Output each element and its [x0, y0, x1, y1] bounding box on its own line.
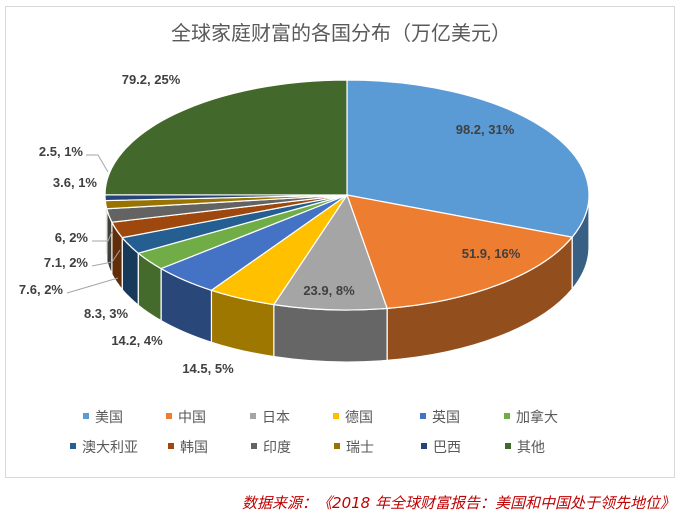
pie-slice-11[interactable]	[104, 79, 348, 196]
legend-item[interactable]: 印度	[251, 440, 291, 456]
legend-label: 日本	[262, 410, 290, 426]
data-label: 14.2, 4%	[111, 333, 163, 348]
legend-label: 中国	[178, 410, 206, 426]
legend-item[interactable]: 加拿大	[504, 409, 558, 426]
source-note: 数据来源：《2018 年全球财富报告：美国和中国处于领先地位》	[242, 494, 675, 512]
leader-line	[86, 154, 109, 173]
legend-label: 澳大利亚	[82, 440, 138, 456]
data-label: 7.1, 2%	[44, 255, 89, 270]
legend-item[interactable]: 中国	[166, 410, 206, 426]
data-label: 14.5, 5%	[182, 361, 234, 376]
legend-swatch	[333, 413, 339, 419]
legend-label: 巴西	[433, 440, 461, 456]
data-label: 98.2, 31%	[456, 122, 515, 137]
legend-swatch	[83, 413, 89, 419]
legend-swatch	[420, 413, 426, 419]
legend-swatch	[70, 443, 76, 449]
legend-label: 德国	[345, 410, 373, 426]
data-label: 23.9, 8%	[303, 283, 355, 298]
data-label: 6, 2%	[55, 230, 89, 245]
pie-slice-2[interactable]	[272, 193, 388, 311]
leader-line	[92, 231, 113, 242]
legend-swatch	[504, 413, 510, 419]
data-label: 51.9, 16%	[462, 246, 521, 261]
data-label: 8.3, 3%	[84, 306, 129, 321]
legend-swatch	[334, 443, 340, 449]
legend-label: 印度	[263, 440, 291, 456]
legend-item[interactable]: 瑞士	[334, 440, 374, 456]
chart-title: 全球家庭财富的各国分布（万亿美元）	[171, 21, 511, 45]
chart-frame	[5, 6, 675, 478]
legend-item[interactable]: 德国	[333, 410, 373, 426]
legend-item[interactable]: 英国	[420, 409, 460, 426]
data-label: 3.6, 1%	[53, 175, 98, 190]
legend-label: 其他	[517, 440, 545, 456]
leader-line	[91, 249, 121, 267]
legend-swatch	[250, 413, 256, 419]
legend-item[interactable]: 巴西	[421, 440, 461, 456]
leader-line	[66, 277, 119, 294]
legend-swatch	[421, 443, 427, 449]
legend-swatch	[505, 443, 511, 449]
data-label: 79.2, 25%	[122, 72, 181, 87]
legend-item[interactable]: 韩国	[168, 440, 208, 456]
data-label: 7.6, 2%	[19, 282, 64, 297]
legend-swatch	[251, 443, 257, 449]
data-label: 2.5, 1%	[39, 144, 84, 159]
legend-swatch	[166, 413, 172, 419]
legend-item[interactable]: 日本	[250, 410, 290, 426]
legend-label: 韩国	[180, 440, 208, 456]
legend-item[interactable]: 其他	[505, 440, 545, 456]
pie-slice-0[interactable]	[346, 79, 590, 238]
legend-item[interactable]: 美国	[83, 410, 123, 426]
legend-swatch	[168, 443, 174, 449]
legend-label: 加拿大	[516, 409, 558, 426]
legend-item[interactable]: 澳大利亚	[70, 440, 138, 456]
legend-label: 英国	[432, 409, 460, 426]
legend-label: 瑞士	[346, 440, 374, 456]
pie-slice-1[interactable]	[346, 194, 574, 310]
pie-side-2	[273, 303, 388, 363]
legend-label: 美国	[95, 410, 123, 426]
